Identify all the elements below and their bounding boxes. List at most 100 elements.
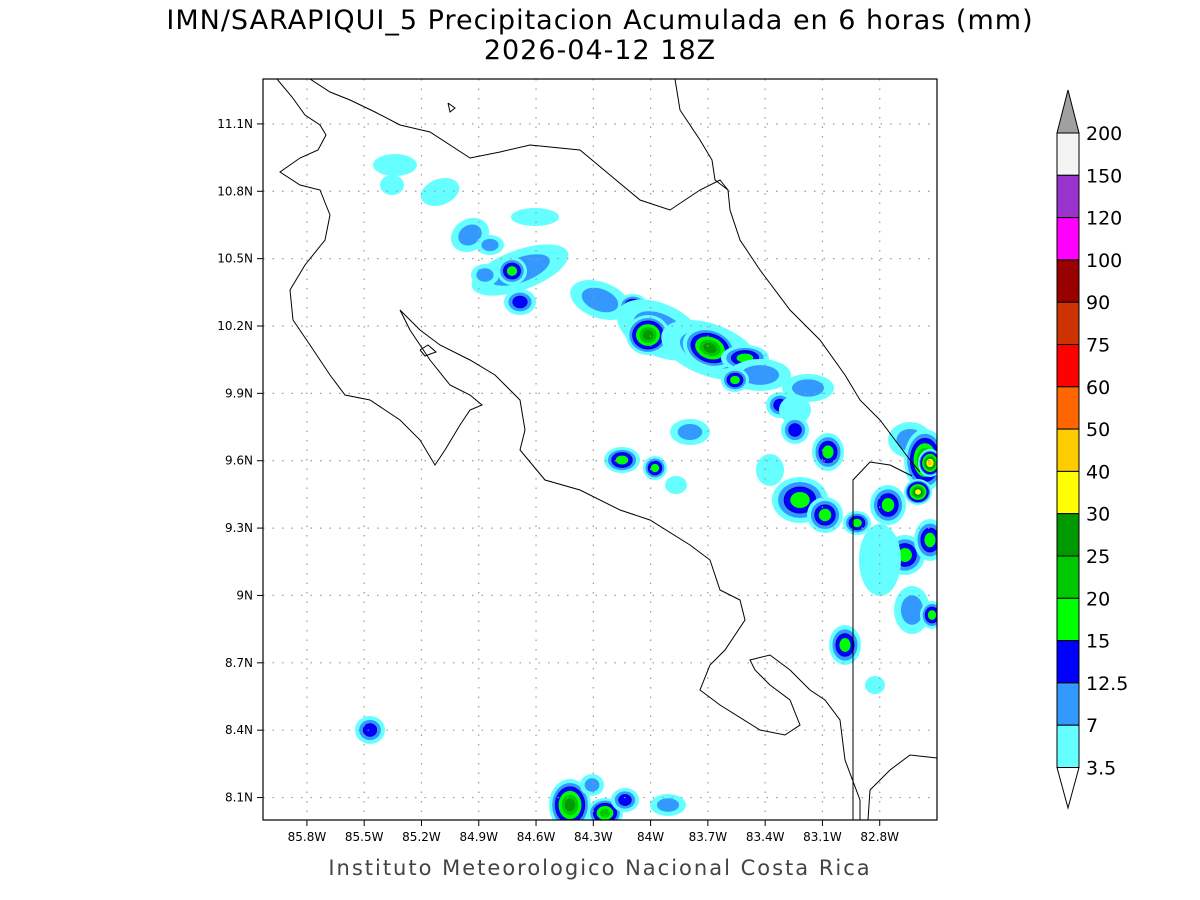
colorbar-label: 200: [1086, 123, 1122, 145]
precip-contour: [730, 375, 740, 385]
colorbar-label: 100: [1086, 250, 1122, 272]
footer-credit: Instituto Meteorologico Nacional Costa R…: [328, 856, 872, 880]
colorbar-label: 25: [1086, 546, 1110, 568]
colorbar-segment: [1056, 174, 1080, 219]
colorbar-segment: [1056, 513, 1080, 557]
x-tick-label: 85.2W: [402, 830, 441, 844]
precip-contour: [665, 476, 687, 494]
colorbar-segment: [1056, 470, 1080, 515]
colorbar-over-triangle: [1056, 89, 1080, 134]
precip-contour: [818, 508, 832, 522]
precip-contour: [584, 778, 600, 792]
x-tick-label: 85.8W: [288, 830, 327, 844]
colorbar-label: 12.5: [1086, 673, 1128, 695]
colorbar-segment: [1056, 597, 1080, 642]
precip-contour: [740, 365, 780, 385]
precip-contour: [822, 445, 834, 459]
precip-contour: [599, 808, 611, 818]
precip-contour: [677, 424, 703, 440]
precip-contour: [420, 177, 460, 207]
precip-contour: [511, 208, 559, 226]
precip-contour: [898, 548, 912, 562]
colorbar-label: 3.5: [1086, 758, 1116, 780]
precip-contour: [881, 498, 895, 512]
colorbar-label: 15: [1086, 631, 1110, 653]
precip-contour: [362, 723, 378, 737]
colorbar-label: 150: [1086, 165, 1122, 187]
colorbar-label: 20: [1086, 588, 1110, 610]
coastline: [674, 79, 921, 473]
colorbar-segment: [1056, 724, 1080, 769]
map-subtitle: 2026-04-12 18Z: [483, 35, 717, 66]
x-axis-ticks: 85.8W 85.5W 85.2W 84.9W 84.6W 84.3W 84W 83.7W 83…: [288, 820, 899, 844]
x-tick-label: 84.6W: [517, 830, 556, 844]
precip-contour: [839, 638, 851, 652]
precip-contour: [615, 455, 629, 465]
y-tick-label: 9.6N: [225, 454, 253, 468]
precip-contour: [642, 330, 654, 340]
precip-contour: [512, 295, 528, 309]
colorbar-segment: [1056, 132, 1080, 176]
colorbar-label: 60: [1086, 377, 1110, 399]
colorbar-segment: [1056, 217, 1080, 261]
precip-contour: [915, 489, 921, 495]
precip-contour: [506, 266, 518, 276]
precip-contour: [927, 610, 937, 620]
map-frame: [262, 78, 938, 821]
precip-contour: [900, 595, 924, 625]
y-tick-label: 8.7N: [225, 656, 253, 670]
y-tick-label: 10.8N: [217, 184, 253, 198]
y-tick-label: 8.1N: [225, 791, 253, 805]
colorbar-under-triangle: [1056, 767, 1080, 810]
map-title: IMN/SARAPIQUI_5 Precipitacion Acumulada …: [166, 5, 1034, 36]
precip-contour: [476, 268, 494, 282]
colorbar-segment: [1056, 682, 1080, 726]
y-axis-ticks: 11.1N 10.8N 10.5N 10.2N 9.9N 9.6N 9.3N 9N 8.7N 8.…: [217, 117, 263, 805]
y-tick-label: 10.2N: [217, 319, 253, 333]
precip-contour: [380, 175, 404, 195]
precip-contour: [852, 518, 862, 528]
graticule: [263, 79, 937, 820]
coastline: [276, 79, 861, 820]
colorbar-label: 90: [1086, 292, 1110, 314]
colorbar-label: 7: [1086, 715, 1098, 737]
y-tick-label: 9.3N: [225, 521, 253, 535]
x-tick-label: 84.3W: [574, 830, 613, 844]
colorbar-label: 40: [1086, 461, 1110, 483]
precip-contour: [703, 342, 717, 354]
precip-contour: [481, 238, 499, 252]
colorbar-label: 120: [1086, 208, 1122, 230]
colorbar-label: 30: [1086, 504, 1110, 526]
colorbar-segment: [1056, 301, 1080, 346]
precip-contour: [656, 798, 680, 812]
precip-contour: [756, 454, 784, 486]
precipitation-field: [355, 154, 937, 820]
y-tick-label: 11.1N: [217, 117, 253, 131]
coastline: [852, 461, 913, 820]
precip-contour: [564, 798, 576, 812]
precip-contour: [581, 287, 619, 313]
precip-contour: [865, 676, 885, 694]
colorbar-segment: [1056, 344, 1080, 388]
x-tick-label: 83.7W: [689, 830, 728, 844]
y-tick-label: 8.4N: [225, 723, 253, 737]
y-tick-label: 10.5N: [217, 252, 253, 266]
coastline: [447, 102, 456, 113]
colorbar-segment: [1056, 428, 1080, 472]
precip-contour: [790, 492, 810, 508]
precip-contour: [859, 524, 901, 596]
precip-contour: [792, 379, 824, 397]
coastline: [309, 79, 729, 211]
colorbar-segment: [1056, 386, 1080, 430]
coastline: [419, 344, 437, 357]
precip-contour: [927, 460, 933, 466]
colorbar: 200 150 120 100 90 75 60 50 40 30 25 20 15 12.5 7 3.5: [1056, 89, 1128, 810]
colorbar-segment: [1056, 555, 1080, 599]
x-tick-label: 85.5W: [345, 830, 384, 844]
precip-contour: [458, 224, 482, 246]
x-tick-label: 83.4W: [746, 830, 785, 844]
precip-contour: [650, 463, 660, 473]
precip-contour: [788, 423, 802, 437]
y-tick-label: 9.9N: [225, 386, 253, 400]
